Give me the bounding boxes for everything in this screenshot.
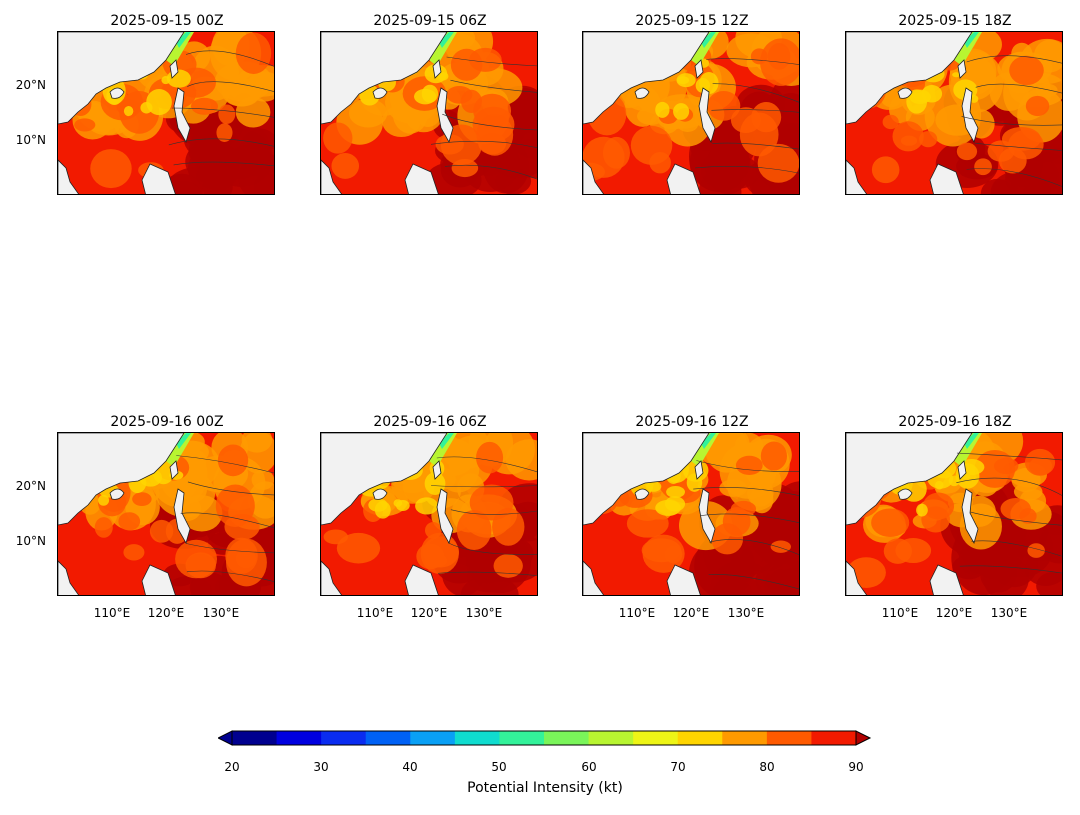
panel-title-2: 2025-09-15 06Z: [373, 13, 487, 29]
panel-title-4: 2025-09-15 18Z: [898, 13, 1012, 29]
map-panel-8: [845, 432, 1063, 596]
lon-label-120e-3: 120°E: [672, 606, 710, 620]
colorbar-bin: [365, 731, 411, 745]
lon-label-130e-3: 130°E: [727, 606, 765, 620]
lon-label-120e-1: 120°E: [147, 606, 185, 620]
colorbar-bin: [544, 731, 590, 745]
lon-label-110e-4: 110°E: [881, 606, 919, 620]
lat-label-10n-bottom: 10°N: [15, 534, 46, 548]
panel-title-8: 2025-09-16 18Z: [898, 414, 1012, 430]
colorbar-bin: [766, 731, 812, 745]
map-panel-3: [582, 31, 800, 195]
colorbar: [218, 730, 872, 746]
colorbar-tick-80: 80: [759, 760, 775, 774]
colorbar-bin: [232, 731, 278, 745]
lat-label-20n-bottom: 20°N: [15, 479, 46, 493]
lat-label-10n-top: 10°N: [15, 133, 46, 147]
colorbar-extend-low: [218, 730, 233, 746]
colorbar-tick-90: 90: [848, 760, 864, 774]
colorbar-bin: [811, 731, 857, 745]
colorbar-bin: [276, 731, 322, 745]
map-panel-6: [320, 432, 538, 596]
colorbar-tick-60: 60: [581, 760, 597, 774]
map-panel-1: [57, 31, 275, 195]
map-panel-2: [320, 31, 538, 195]
lon-label-110e-2: 110°E: [356, 606, 394, 620]
colorbar-bin: [588, 731, 634, 745]
lon-label-120e-4: 120°E: [935, 606, 973, 620]
colorbar-tick-20: 20: [224, 760, 240, 774]
lon-label-130e-1: 130°E: [202, 606, 240, 620]
colorbar-bin: [321, 731, 367, 745]
colorbar-bin: [410, 731, 456, 745]
colorbar-tick-40: 40: [402, 760, 418, 774]
colorbar-bin: [499, 731, 545, 745]
colorbar-tick-70: 70: [670, 760, 686, 774]
lon-label-110e-3: 110°E: [618, 606, 656, 620]
map-panel-4: [845, 31, 1063, 195]
colorbar-bin: [722, 731, 768, 745]
panel-title-1: 2025-09-15 00Z: [110, 13, 224, 29]
colorbar-bin: [633, 731, 679, 745]
lat-label-20n-top: 20°N: [15, 78, 46, 92]
lon-label-120e-2: 120°E: [410, 606, 448, 620]
lon-label-110e-1: 110°E: [93, 606, 131, 620]
colorbar-extend-high: [855, 730, 872, 746]
map-panel-7: [582, 432, 800, 596]
map-panel-5: [57, 432, 275, 596]
panel-title-7: 2025-09-16 12Z: [635, 414, 749, 430]
panel-title-5: 2025-09-16 00Z: [110, 414, 224, 430]
colorbar-label: Potential Intensity (kt): [467, 780, 623, 796]
panel-title-6: 2025-09-16 06Z: [373, 414, 487, 430]
lon-label-130e-4: 130°E: [990, 606, 1028, 620]
colorbar-tick-50: 50: [491, 760, 507, 774]
colorbar-bin: [677, 731, 723, 745]
colorbar-bin: [454, 731, 500, 745]
panel-title-3: 2025-09-15 12Z: [635, 13, 749, 29]
colorbar-tick-30: 30: [313, 760, 329, 774]
lon-label-130e-2: 130°E: [465, 606, 503, 620]
